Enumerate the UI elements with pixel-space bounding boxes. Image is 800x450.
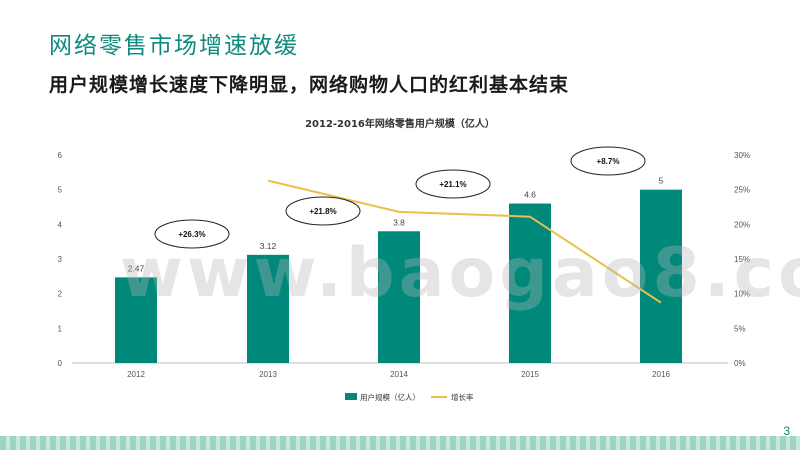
y-left-tick-label: 0 bbox=[58, 359, 63, 368]
bar bbox=[115, 277, 157, 363]
x-tick-label: 2014 bbox=[390, 370, 408, 379]
y-right-tick-label: 30% bbox=[734, 151, 750, 160]
y-left-tick-label: 1 bbox=[58, 324, 63, 333]
slide-subtitle: 用户规模增长速度下降明显，网络购物人口的红利基本结束 bbox=[49, 74, 570, 96]
bar-data-label: 4.6 bbox=[524, 190, 536, 200]
growth-annotation-ellipse bbox=[415, 169, 491, 199]
bar-data-label: 2.47 bbox=[128, 263, 145, 273]
growth-annotation-label: +26.3% bbox=[178, 230, 205, 239]
legend-label-line: 增长率 bbox=[451, 392, 474, 402]
bar bbox=[509, 203, 551, 363]
legend-label-bar: 用户规模（亿人） bbox=[360, 392, 420, 402]
legend-swatch-bar bbox=[345, 393, 357, 400]
growth-annotation-label: +21.1% bbox=[439, 180, 466, 189]
x-tick-label: 2015 bbox=[521, 370, 539, 379]
y-right-tick-label: 25% bbox=[734, 186, 750, 195]
y-right-tick-label: 20% bbox=[734, 220, 750, 229]
y-left-tick-label: 2 bbox=[58, 290, 63, 299]
bar-data-label: 5 bbox=[659, 176, 664, 186]
y-right-tick-label: 5% bbox=[734, 324, 746, 333]
y-left-tick-label: 3 bbox=[58, 255, 63, 264]
y-right-tick-label: 15% bbox=[734, 255, 750, 264]
chart-title: 2012-2016年网络零售用户规模（亿人） bbox=[305, 117, 495, 130]
bar-data-label: 3.8 bbox=[393, 217, 405, 227]
y-right-tick-label: 10% bbox=[734, 290, 750, 299]
x-tick-label: 2016 bbox=[652, 370, 670, 379]
page-number: 3 bbox=[783, 424, 790, 438]
growth-annotation-ellipse bbox=[154, 219, 230, 249]
bar bbox=[378, 231, 420, 363]
bar bbox=[640, 189, 682, 363]
bar-data-label: 3.12 bbox=[260, 241, 277, 251]
y-left-tick-label: 4 bbox=[58, 220, 63, 229]
growth-annotation-label: +21.8% bbox=[309, 207, 336, 216]
slide-title: 网络零售市场增速放缓 bbox=[49, 33, 299, 59]
footer-band bbox=[0, 436, 800, 450]
growth-annotation-ellipse bbox=[570, 146, 646, 176]
y-right-tick-label: 0% bbox=[734, 359, 746, 368]
growth-rate-line bbox=[267, 179, 662, 304]
bar bbox=[247, 254, 289, 363]
growth-annotation-label: +8.7% bbox=[597, 157, 620, 166]
growth-annotation-ellipse bbox=[285, 196, 361, 226]
x-tick-label: 2012 bbox=[127, 370, 145, 379]
x-tick-label: 2013 bbox=[259, 370, 277, 379]
y-left-tick-label: 5 bbox=[58, 186, 63, 195]
y-left-tick-label: 6 bbox=[58, 151, 63, 160]
